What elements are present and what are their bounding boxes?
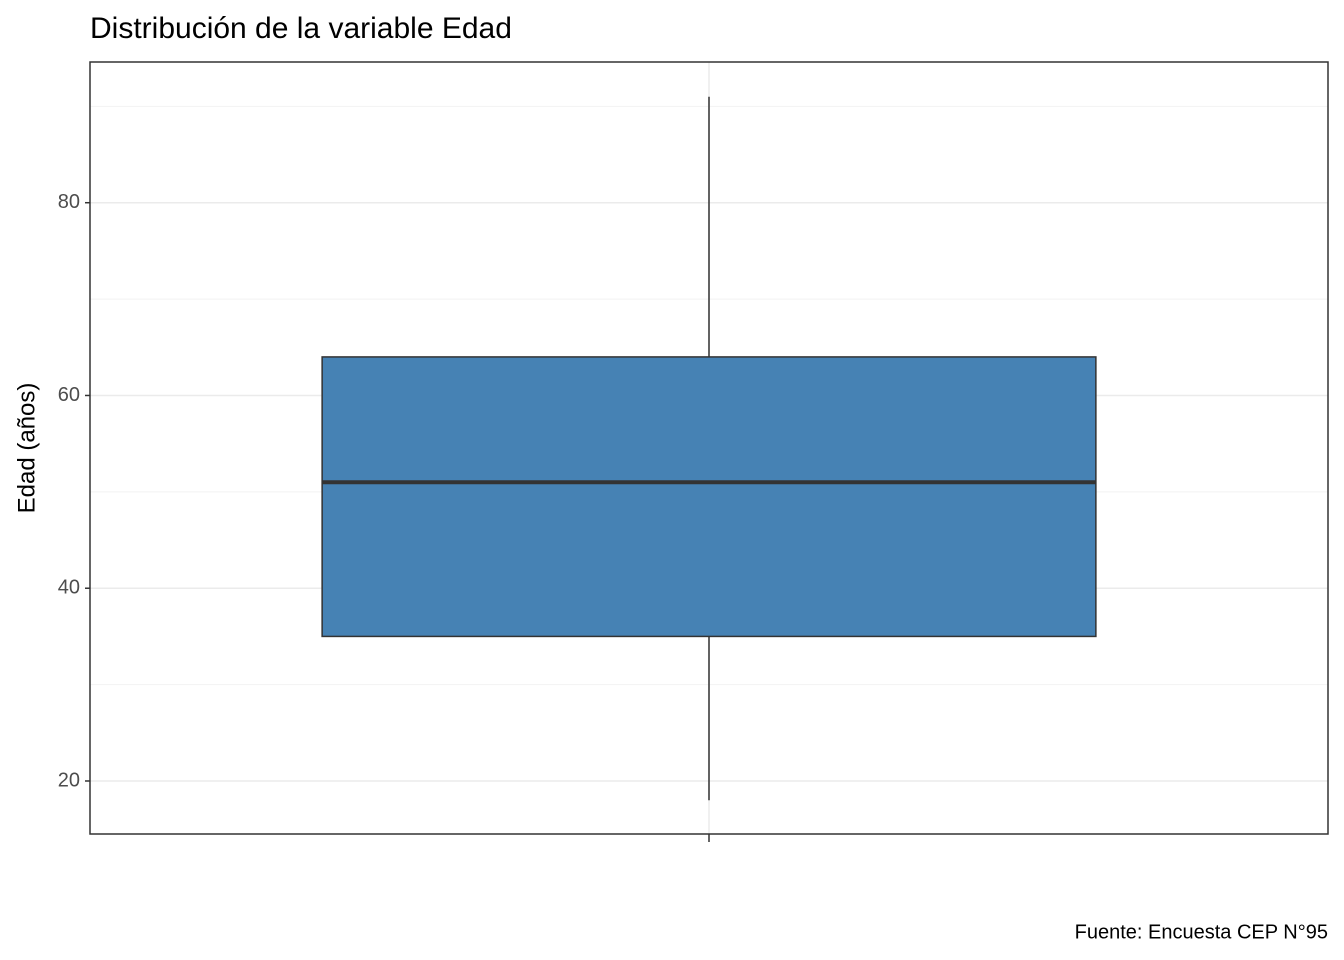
y-tick-label: 60: [58, 384, 80, 406]
y-tick-label: 20: [58, 769, 80, 791]
y-tick-label: 40: [58, 577, 80, 599]
panel-border: [89, 61, 1329, 835]
chart-title: Distribución de la variable Edad: [90, 12, 512, 45]
plot-area: 20 40 60 80: [58, 61, 1329, 842]
box: [321, 356, 1097, 638]
caption: Fuente: Encuesta CEP N°95: [1075, 921, 1328, 943]
y-axis-label: Edad (años): [13, 383, 40, 514]
y-tick-label: 80: [58, 191, 80, 213]
